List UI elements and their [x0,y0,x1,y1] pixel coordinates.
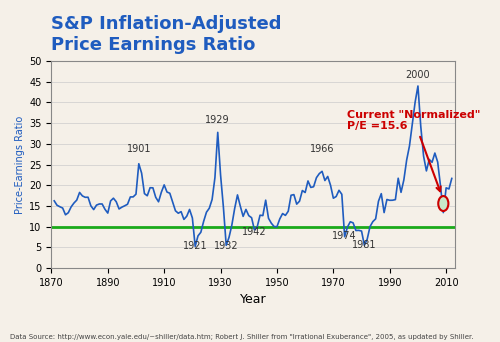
Text: Current "Normalized"
P/E =15.6: Current "Normalized" P/E =15.6 [348,110,481,191]
Y-axis label: Price-Earnings Ratio: Price-Earnings Ratio [15,116,25,214]
Text: S&P Inflation-Adjusted
Price Earnings Ratio: S&P Inflation-Adjusted Price Earnings Ra… [52,15,282,54]
Text: 2000: 2000 [406,69,430,80]
Text: 1981: 1981 [352,239,376,250]
Text: 1929: 1929 [206,115,230,125]
Text: 1932: 1932 [214,241,238,251]
Text: Data Source: http://www.econ.yale.edu/~shiller/data.htm; Robert J. Shiller from : Data Source: http://www.econ.yale.edu/~s… [10,333,473,340]
Circle shape [438,196,448,211]
Text: 1942: 1942 [242,227,266,237]
Text: 1901: 1901 [126,144,151,154]
Text: 1974: 1974 [332,231,357,241]
X-axis label: Year: Year [240,293,266,306]
Text: 1921: 1921 [183,241,208,251]
Text: 1966: 1966 [310,144,334,154]
